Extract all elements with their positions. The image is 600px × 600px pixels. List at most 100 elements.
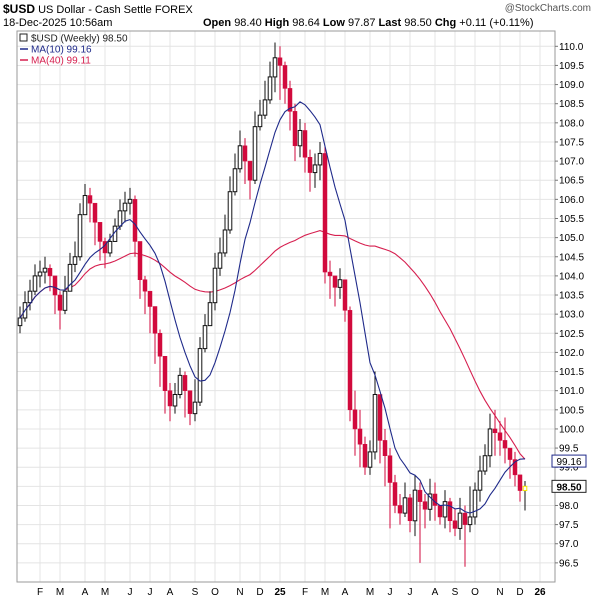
candle-body-up bbox=[67, 263, 73, 292]
x-tick-label: 25 bbox=[274, 587, 286, 598]
candle-body-up bbox=[372, 394, 378, 453]
candle-body-up bbox=[427, 493, 433, 510]
candle-body-up bbox=[482, 455, 488, 472]
exchange-label: FOREX bbox=[154, 4, 193, 16]
candle-body-down bbox=[382, 440, 388, 456]
y-tick-label: 105.5 bbox=[559, 214, 584, 225]
legend-label: MA(40) 99.11 bbox=[31, 56, 91, 67]
source-watermark: @StockCharts.com bbox=[504, 3, 591, 14]
candle-body-down bbox=[517, 474, 523, 491]
y-tick-label: 97.5 bbox=[559, 520, 579, 531]
candle-body-down bbox=[187, 390, 193, 414]
candle-body-down bbox=[492, 428, 498, 434]
candle-body-down bbox=[277, 57, 283, 66]
y-tick-label: 101.5 bbox=[559, 367, 584, 378]
chg-value: +0.11 (+0.11%) bbox=[459, 17, 534, 29]
candle-body-down bbox=[502, 440, 508, 449]
candle-body-down bbox=[432, 493, 438, 506]
candle-body-up bbox=[72, 256, 78, 265]
candle-body-up bbox=[192, 401, 198, 415]
candle-body-down bbox=[417, 489, 423, 502]
candle-body-down bbox=[57, 294, 63, 311]
candle-body-down bbox=[157, 333, 163, 357]
candle-body-up bbox=[237, 145, 243, 170]
y-tick-label: 101.0 bbox=[559, 386, 584, 397]
candle-body-up bbox=[227, 191, 233, 231]
timestamp-label: 18-Dec-2025 10:56am bbox=[3, 17, 113, 29]
ma40-line bbox=[19, 230, 526, 460]
x-tick-label: S bbox=[452, 587, 459, 598]
candle-body-up bbox=[42, 267, 48, 273]
last-label: Last bbox=[378, 17, 402, 29]
candle-body-down bbox=[422, 501, 428, 510]
candle-body-up bbox=[467, 516, 473, 526]
candle-body-down bbox=[327, 271, 333, 277]
y-tick-label: 99.5 bbox=[559, 444, 579, 455]
y-tick-label: 98.0 bbox=[559, 501, 579, 512]
x-tick-label: 26 bbox=[534, 587, 546, 598]
y-tick-label: 110.0 bbox=[559, 42, 584, 53]
candle-body-up bbox=[257, 114, 263, 128]
candle-body-down bbox=[52, 275, 58, 296]
x-axis: F M A M J J A S O N D 25 F M A M J J A S O N D 26 bbox=[37, 587, 546, 598]
chg-label: Chg bbox=[434, 17, 457, 29]
candle-body-up bbox=[522, 485, 528, 492]
open-label: Open bbox=[203, 17, 232, 29]
candle-body-up bbox=[62, 290, 68, 311]
x-tick-label: F bbox=[302, 587, 308, 598]
y-tick-label: 100.0 bbox=[559, 424, 584, 435]
low-value: 97.87 bbox=[347, 17, 376, 29]
candle-body-up bbox=[17, 317, 23, 327]
y-tick-label: 100.5 bbox=[559, 405, 584, 416]
candle-body-up bbox=[442, 501, 448, 518]
candle-body-down bbox=[437, 505, 443, 518]
y-tick-label: 109.5 bbox=[559, 61, 584, 72]
candle-body-up bbox=[217, 252, 223, 269]
candle-body-up bbox=[252, 126, 258, 181]
ohlc-summary: Open 98.40 High 98.64 Low 97.87 Last 98.… bbox=[203, 16, 533, 30]
candle-body-up bbox=[312, 164, 318, 174]
candle-body-up bbox=[337, 279, 343, 288]
legend-label: MA(10) 99.16 bbox=[31, 45, 92, 56]
x-tick-label: N bbox=[236, 587, 243, 598]
candle-body-up bbox=[487, 428, 493, 457]
candle-body-down bbox=[307, 157, 313, 173]
y-tick-label: 99.0 bbox=[559, 463, 579, 474]
candle-body-up bbox=[177, 374, 183, 396]
x-tick-label: J bbox=[408, 587, 413, 598]
candle-body-up bbox=[412, 489, 418, 522]
y-tick-label: 103.0 bbox=[559, 310, 584, 321]
candle-body-down bbox=[47, 267, 53, 277]
last-value: 98.50 bbox=[404, 17, 432, 29]
candle-body-up bbox=[117, 210, 123, 227]
candle-body-down bbox=[247, 160, 253, 181]
candle-body-down bbox=[302, 130, 308, 158]
x-tick-label: A bbox=[82, 587, 89, 598]
ma40-line-group bbox=[19, 230, 526, 460]
candle-body-down bbox=[392, 482, 398, 506]
candle-body-up bbox=[402, 497, 408, 514]
y-tick-label: 102.5 bbox=[559, 329, 584, 340]
x-tick-label: A bbox=[432, 587, 439, 598]
candle-body-down bbox=[242, 145, 248, 162]
candle-body-down bbox=[342, 279, 348, 311]
instrument-name: US Dollar - Cash Settle bbox=[38, 4, 152, 16]
y-tick-label: 104.5 bbox=[559, 252, 584, 263]
legend-swatch bbox=[19, 33, 28, 42]
candle-body-down bbox=[397, 505, 403, 514]
y-tick-label: 105.0 bbox=[559, 233, 584, 244]
candle-body-down bbox=[347, 310, 353, 411]
candle-body-up bbox=[207, 302, 213, 327]
y-tick-label: 104.0 bbox=[559, 271, 584, 282]
candle-body-up bbox=[472, 489, 478, 518]
candle-body-down bbox=[322, 153, 328, 273]
candle-body-down bbox=[352, 409, 358, 430]
y-axis: 96.597.097.598.098.599.099.5100.0100.510… bbox=[555, 42, 584, 569]
x-tick-label: J bbox=[128, 587, 133, 598]
candle-body-down bbox=[507, 447, 513, 460]
candles-group bbox=[17, 42, 528, 567]
candle-body-down bbox=[87, 195, 93, 204]
y-tick-label: 108.5 bbox=[559, 99, 584, 110]
